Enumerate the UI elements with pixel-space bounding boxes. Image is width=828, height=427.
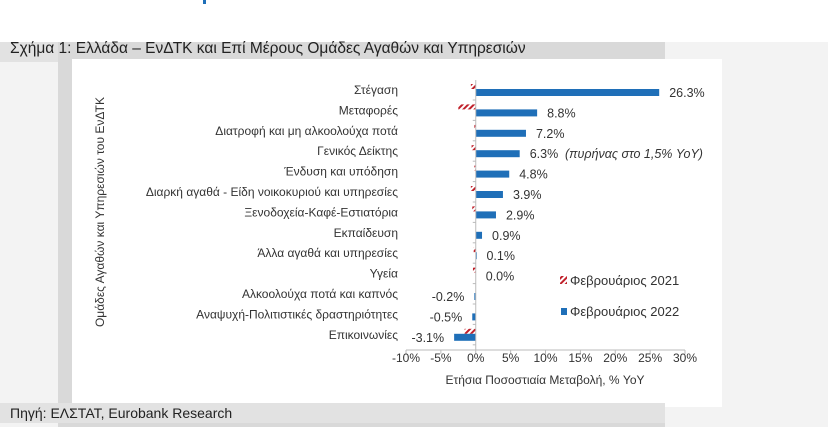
x-tick-label: 15% bbox=[568, 351, 592, 365]
bar-feb-2022 bbox=[475, 191, 503, 198]
bar-feb-2021 bbox=[474, 124, 476, 130]
bar-feb-2022 bbox=[475, 211, 496, 219]
data-label: 0.0% bbox=[486, 270, 515, 284]
bar-feb-2021 bbox=[471, 145, 476, 151]
bar-feb-2022 bbox=[475, 150, 520, 158]
data-label: 6.3% bbox=[530, 147, 559, 161]
y-axis-title: Ομάδες Αγαθών και Υπηρεσιών του ΕνΔΤΚ bbox=[93, 97, 107, 327]
bar-feb-2022 bbox=[472, 313, 476, 321]
source-note: Πηγή: ΕΛΣΤΑΤ, Eurobank Research bbox=[10, 405, 233, 421]
category-label: Αλκοολούχα ποτά και καπνός bbox=[242, 287, 398, 301]
top-mark bbox=[203, 0, 206, 4]
category-label: Εκπαίδευση bbox=[334, 226, 398, 240]
legend-label-feb-2021: Φεβρουάριος 2021 bbox=[570, 273, 679, 288]
bar-feb-2021 bbox=[472, 206, 476, 212]
x-tick-label: -10% bbox=[392, 351, 420, 365]
x-tick-label: -5% bbox=[430, 351, 452, 365]
bar-feb-2021 bbox=[464, 328, 476, 334]
data-label: 4.8% bbox=[519, 168, 548, 182]
bar-feb-2021 bbox=[474, 165, 476, 171]
category-label: Μεταφορές bbox=[339, 103, 398, 117]
figure-title: Σχήμα 1: Ελλάδα – ΕνΔΤΚ και Επί Μέρους Ο… bbox=[10, 40, 526, 57]
data-label: -0.5% bbox=[430, 310, 463, 324]
data-label: -0.2% bbox=[432, 290, 465, 304]
bar-feb-2021 bbox=[473, 247, 476, 253]
x-tick-label: 0% bbox=[467, 351, 485, 365]
x-tick-label: 20% bbox=[603, 351, 627, 365]
category-label: Ένδυση και υπόδηση bbox=[283, 165, 398, 179]
legend-swatch-feb-2021 bbox=[560, 276, 567, 284]
data-label: 7.2% bbox=[536, 127, 565, 141]
data-label: 3.9% bbox=[513, 188, 542, 202]
x-tick-label: 10% bbox=[533, 351, 557, 365]
x-axis-title: Ετήσια Ποσοστιαία Μεταβολή, % YoY bbox=[446, 373, 645, 387]
bar-feb-2021 bbox=[472, 267, 476, 273]
category-label: Ξενοδοχεία-Καφέ-Εστιατόρια bbox=[244, 205, 398, 219]
bar-feb-2022 bbox=[474, 293, 476, 300]
data-label: 2.9% bbox=[506, 208, 535, 222]
x-tick-label: 25% bbox=[638, 351, 662, 365]
bar-feb-2021 bbox=[458, 104, 476, 110]
bar-feb-2022 bbox=[475, 109, 538, 117]
footer-band bbox=[0, 403, 665, 423]
data-label: 8.8% bbox=[547, 106, 576, 120]
category-label: Στέγαση bbox=[354, 83, 398, 97]
legend-swatch-feb-2022 bbox=[561, 308, 567, 315]
core-inflation-annotation: (πυρήνας στο 1,5% YoY) bbox=[565, 147, 703, 161]
data-label: 0.1% bbox=[486, 249, 515, 263]
category-label: Επικοινωνίες bbox=[329, 328, 399, 342]
category-label: Διατροφή και μη αλκοολούχα ποτά bbox=[215, 124, 398, 138]
category-label: Γενικός Δείκτης bbox=[317, 144, 398, 158]
bar-feb-2022 bbox=[475, 129, 526, 137]
data-label: 0.9% bbox=[492, 229, 520, 243]
bar-feb-2021 bbox=[470, 84, 476, 89]
data-label: 26.3% bbox=[669, 86, 704, 100]
bar-feb-2022 bbox=[475, 170, 510, 178]
bar-feb-2022 bbox=[475, 89, 660, 96]
bar-feb-2021 bbox=[470, 186, 476, 191]
bar-feb-2022 bbox=[475, 231, 483, 239]
x-tick-label: 30% bbox=[673, 351, 697, 365]
data-label: -3.1% bbox=[411, 331, 444, 345]
category-label: Διαρκή αγαθά - Είδη νοικοκυριού και υπηρ… bbox=[146, 185, 398, 199]
category-label: Άλλα αγαθά και υπηρεσίες bbox=[257, 246, 398, 260]
chart-area bbox=[72, 59, 722, 407]
bar-feb-2022 bbox=[454, 333, 476, 341]
x-tick-label: 5% bbox=[502, 351, 520, 365]
category-label: Αναψυχή-Πολιτιστικές δραστηριότητες bbox=[196, 307, 398, 321]
legend-label-feb-2022: Φεβρουάριος 2022 bbox=[570, 304, 679, 319]
category-label: Υγεία bbox=[370, 267, 398, 281]
